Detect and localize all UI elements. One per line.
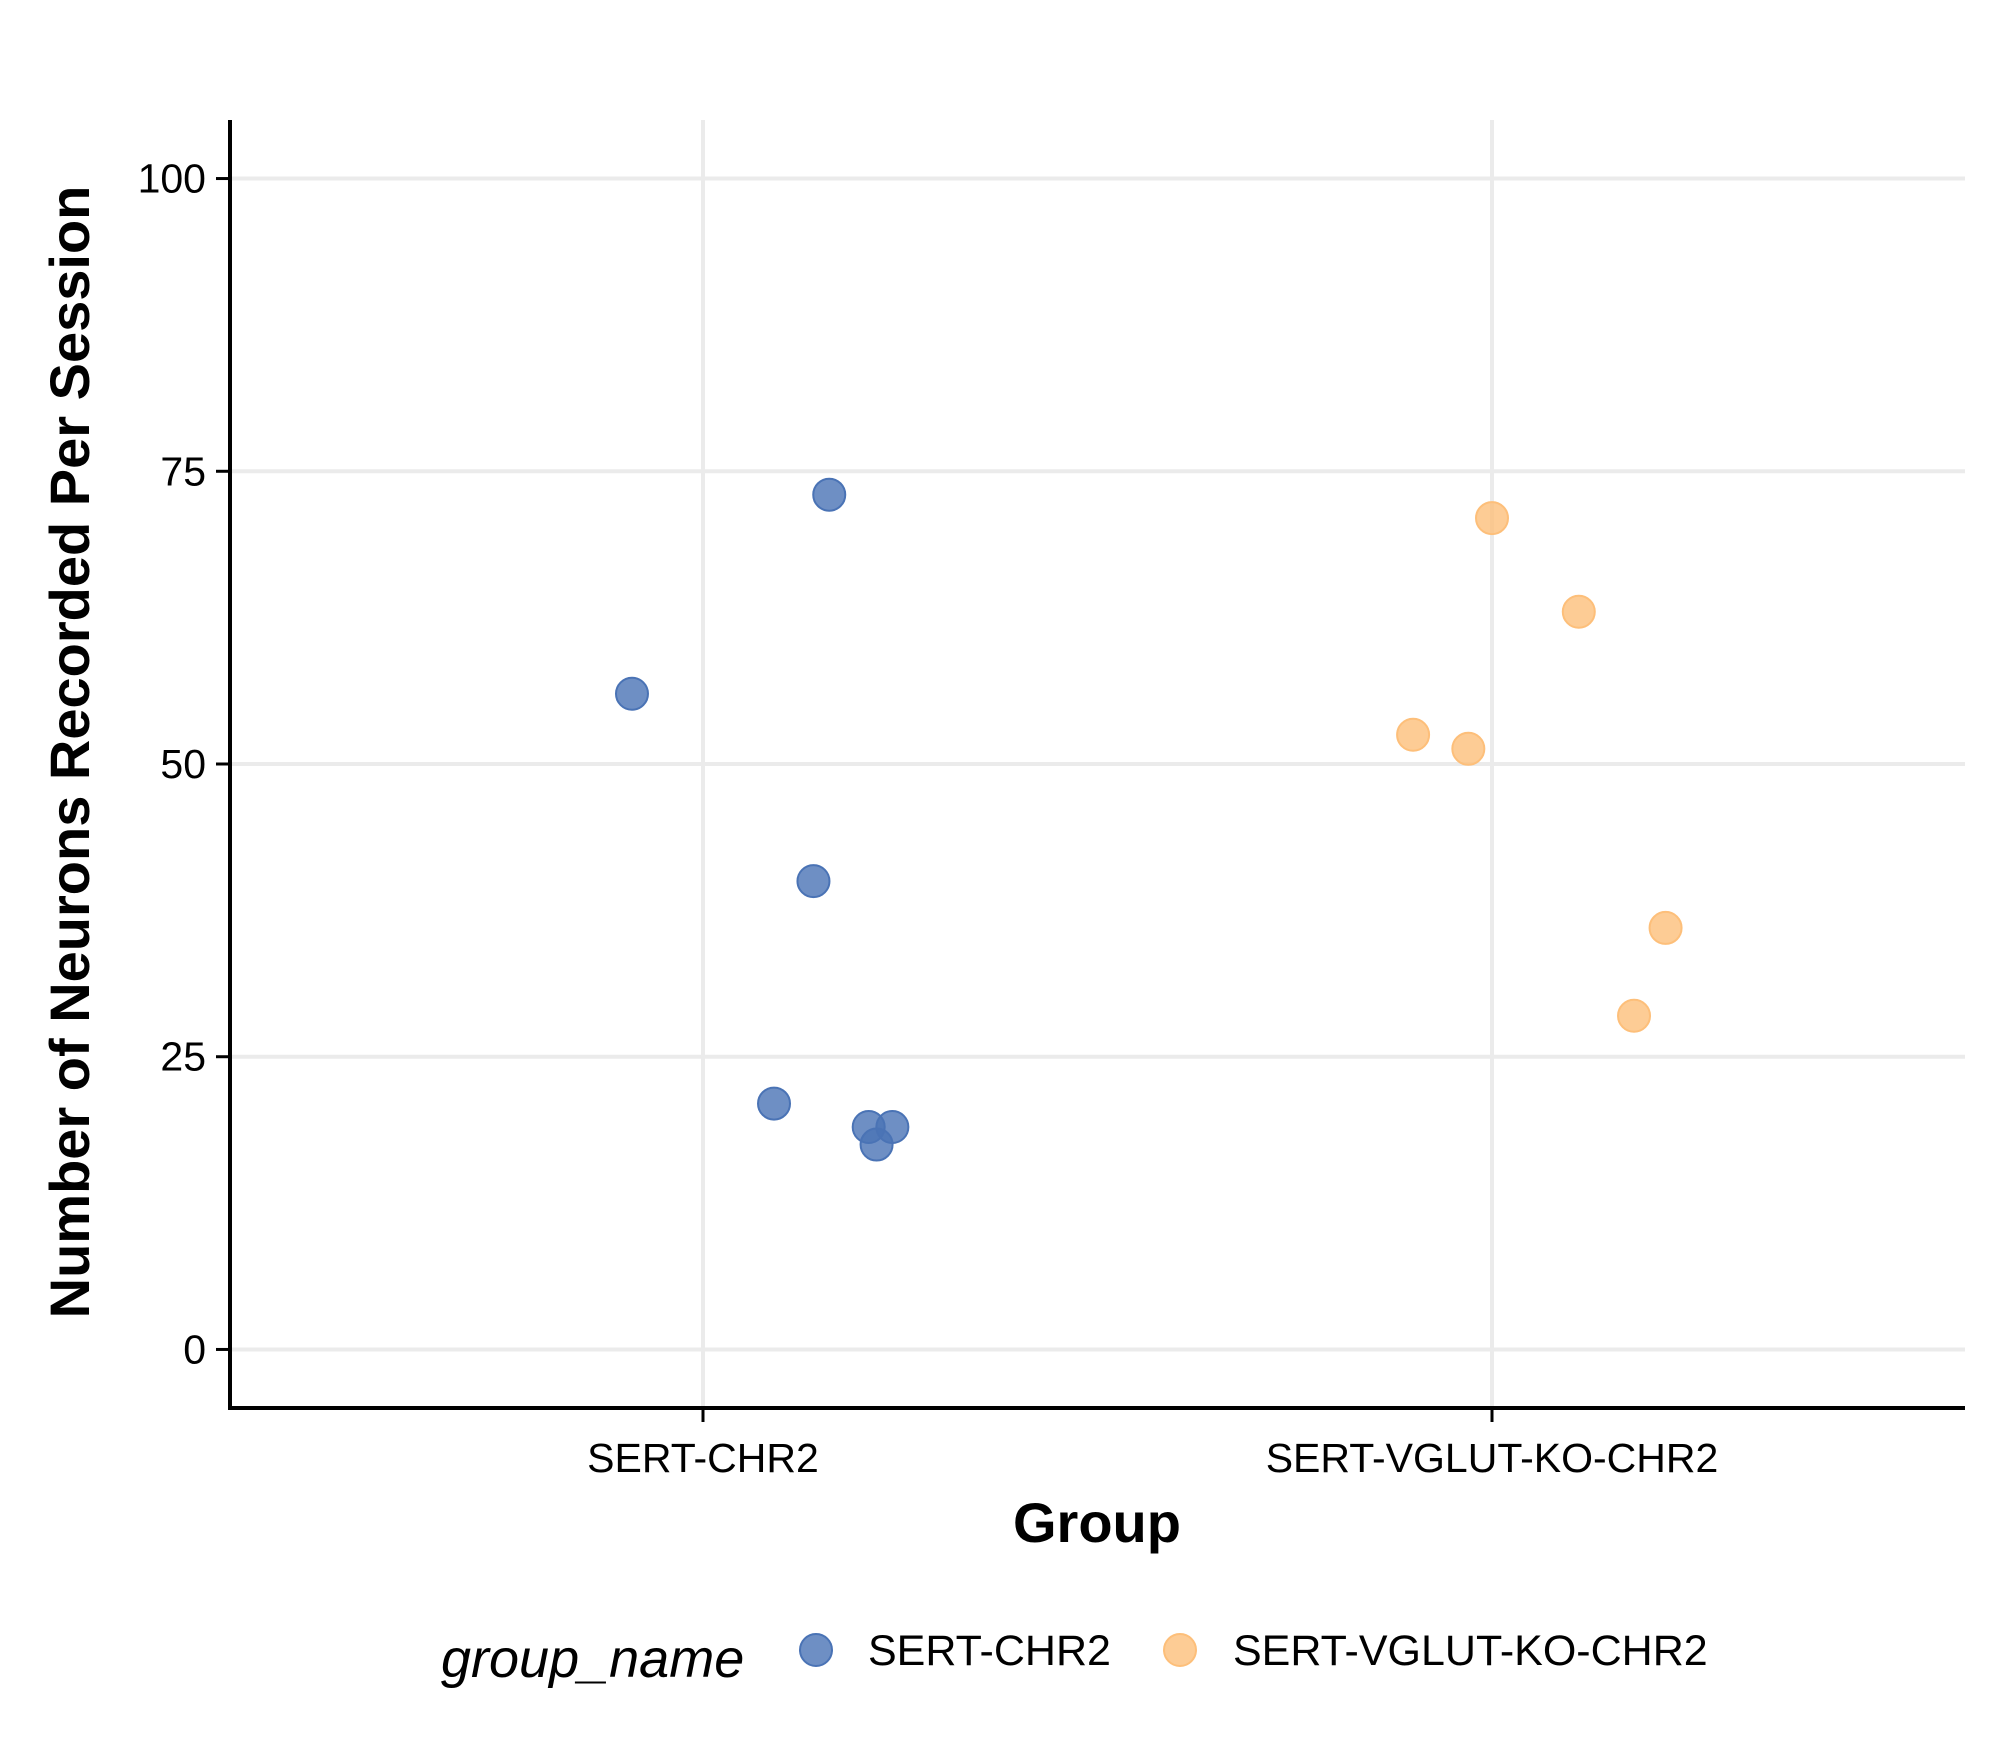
x-axis-title: Group (1013, 1491, 1181, 1554)
data-point-0-1 (614, 676, 649, 711)
data-point-1-3 (1451, 731, 1486, 766)
data-point-0-2 (796, 864, 831, 899)
y-tick-label-75: 75 (160, 448, 206, 494)
gridlines (230, 120, 1965, 1408)
y-tick-label-25: 25 (160, 1034, 206, 1080)
axes (216, 120, 1965, 1422)
data-point-1-1 (1561, 594, 1596, 629)
y-tick-label-100: 100 (138, 156, 206, 202)
data-point-1-2 (1396, 717, 1431, 752)
legend-label-0: SERT-CHR2 (868, 1627, 1111, 1675)
y-tick-label-50: 50 (160, 741, 206, 787)
x-tick-label-0: SERT-CHR2 (587, 1435, 819, 1481)
tick-labels: 0 25 50 75 100 SERT-CHR2 SERT-VGLUT-KO-CHR2 (138, 156, 1719, 1481)
legend-label-1: SERT-VGLUT-KO-CHR2 (1233, 1627, 1708, 1675)
legend: group_name SERT-CHR2 SERT-VGLUT-KO-CHR2 (441, 1627, 1708, 1689)
legend-key-1 (1163, 1633, 1197, 1667)
data-point-1-5 (1617, 998, 1652, 1033)
data-point-0-3 (757, 1086, 792, 1121)
y-axis-title: Number of Neurons Recorded Per Session (38, 186, 101, 1319)
data-point-1-4 (1648, 910, 1683, 945)
legend-key-0 (799, 1633, 833, 1667)
data-point-1-0 (1475, 501, 1509, 536)
legend-title: group_name (441, 1629, 744, 1689)
data-point-0-6 (859, 1127, 894, 1162)
x-tick-label-1: SERT-VGLUT-KO-CHR2 (1266, 1435, 1719, 1481)
data-points (614, 477, 1683, 1162)
y-tick-label-0: 0 (183, 1326, 206, 1372)
data-point-0-0 (812, 477, 847, 512)
